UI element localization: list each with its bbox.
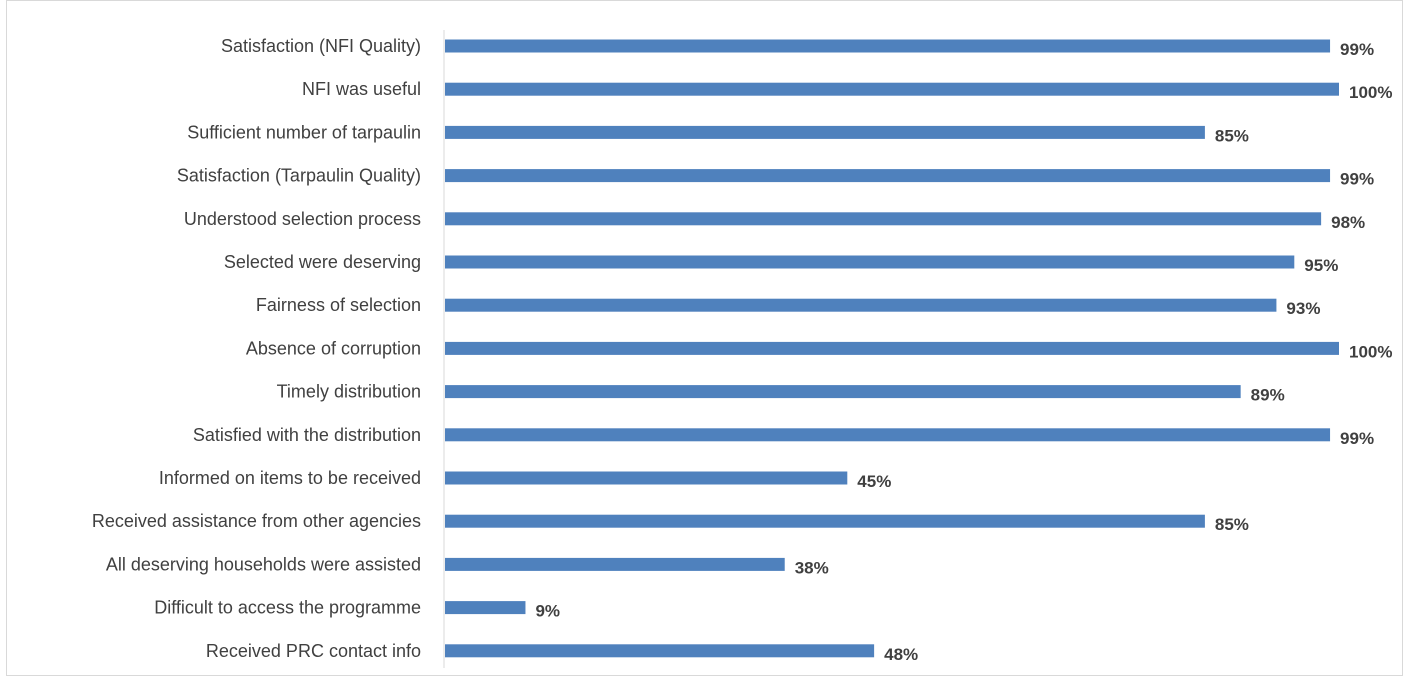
value-label-received-prc-contact-info: 48% xyxy=(884,645,918,664)
category-label-satisfaction-tarpaulin-quality: Satisfaction (Tarpaulin Quality) xyxy=(177,166,421,186)
bar-difficult-to-access-the-programme xyxy=(445,601,526,615)
value-label-understood-selection-process: 98% xyxy=(1331,213,1365,232)
bar-nfi-was-useful xyxy=(445,82,1339,96)
category-label-fairness-of-selection: Fairness of selection xyxy=(256,295,421,315)
category-label-selected-were-deserving: Selected were deserving xyxy=(224,252,421,272)
category-labels-group: Satisfaction (NFI Quality) NFI was useful… xyxy=(92,36,421,661)
category-label-sufficient-number-of-tarpaulin: Sufficient number of tarpaulin xyxy=(187,122,421,142)
value-label-satisfied-with-the-distribution: 99% xyxy=(1340,429,1374,448)
bar-sufficient-number-of-tarpaulin xyxy=(445,125,1205,139)
bar-all-deserving-households-were-assisted xyxy=(445,557,785,571)
bar-received-prc-contact-info xyxy=(445,644,875,658)
bar-selected-were-deserving xyxy=(445,255,1295,269)
category-label-nfi-was-useful: NFI was useful xyxy=(302,79,421,99)
value-labels-group: 99% 100% 85% 99% 98% 95% 93% 100% 89% 99% 45% 85% 38… xyxy=(535,40,1392,664)
category-label-satisfaction-nfi-quality: Satisfaction (NFI Quality) xyxy=(221,36,421,56)
category-label-difficult-to-access-the-programme: Difficult to access the programme xyxy=(154,598,421,618)
value-label-received-assistance-from-other-agencies: 85% xyxy=(1215,515,1249,534)
value-label-absence-of-corruption: 100% xyxy=(1349,342,1392,361)
category-label-received-prc-contact-info: Received PRC contact info xyxy=(206,641,421,661)
category-label-informed-on-items-to-be-received: Informed on items to be received xyxy=(159,468,421,488)
value-label-selected-were-deserving: 95% xyxy=(1304,256,1338,275)
category-label-timely-distribution: Timely distribution xyxy=(277,382,421,402)
value-label-timely-distribution: 89% xyxy=(1251,386,1285,405)
bar-informed-on-items-to-be-received xyxy=(445,471,848,485)
value-label-fairness-of-selection: 93% xyxy=(1286,299,1320,318)
category-label-satisfied-with-the-distribution: Satisfied with the distribution xyxy=(193,425,421,445)
category-label-absence-of-corruption: Absence of corruption xyxy=(246,338,421,358)
bar-fairness-of-selection xyxy=(445,298,1277,312)
bar-timely-distribution xyxy=(445,385,1241,399)
value-label-satisfaction-nfi-quality: 99% xyxy=(1340,40,1374,59)
bar-satisfaction-nfi-quality xyxy=(445,39,1331,53)
bar-satisfaction-tarpaulin-quality xyxy=(445,169,1331,183)
value-label-difficult-to-access-the-programme: 9% xyxy=(535,602,560,621)
category-label-all-deserving-households-were-assisted: All deserving households were assisted xyxy=(106,554,421,574)
category-label-understood-selection-process: Understood selection process xyxy=(184,209,421,229)
value-label-sufficient-number-of-tarpaulin: 85% xyxy=(1215,126,1249,145)
value-label-informed-on-items-to-be-received: 45% xyxy=(857,472,891,491)
bars-group xyxy=(445,39,1339,658)
value-label-satisfaction-tarpaulin-quality: 99% xyxy=(1340,170,1374,189)
bar-understood-selection-process xyxy=(445,212,1322,226)
category-label-received-assistance-from-other-agencies: Received assistance from other agencies xyxy=(92,511,421,531)
bar-satisfied-with-the-distribution xyxy=(445,428,1331,442)
bar-absence-of-corruption xyxy=(445,341,1339,355)
value-label-nfi-was-useful: 100% xyxy=(1349,83,1392,102)
bar-received-assistance-from-other-agencies xyxy=(445,514,1205,528)
value-label-all-deserving-households-were-assisted: 38% xyxy=(795,558,829,577)
